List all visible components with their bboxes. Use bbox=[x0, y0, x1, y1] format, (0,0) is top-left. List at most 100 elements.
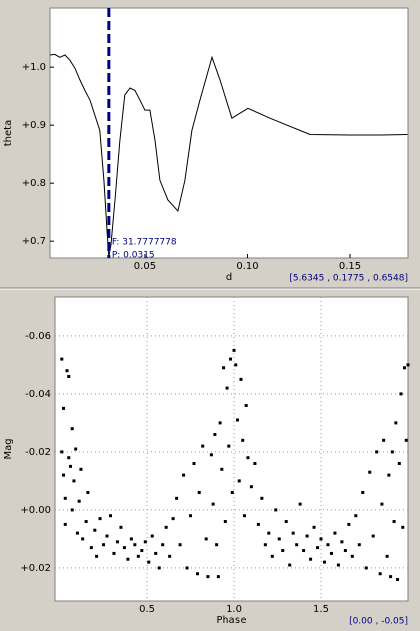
point bbox=[147, 560, 151, 564]
point bbox=[364, 566, 368, 570]
y-axis-label: Mag bbox=[3, 438, 14, 459]
annotation: F: 31.7777778 bbox=[112, 238, 177, 248]
point bbox=[154, 551, 158, 555]
point bbox=[75, 531, 79, 535]
point bbox=[236, 418, 240, 422]
point bbox=[298, 502, 302, 506]
point bbox=[322, 560, 326, 564]
point bbox=[309, 557, 313, 561]
point bbox=[281, 549, 285, 553]
point bbox=[404, 438, 408, 442]
y-tick-label: -0.02 bbox=[25, 447, 51, 458]
y-tick-label: +0.9 bbox=[22, 120, 46, 131]
y-tick-label: -0.06 bbox=[25, 331, 51, 342]
status: [5.6345 , 0.1775 , 0.6548] bbox=[289, 274, 408, 284]
x-tick-label: 0.10 bbox=[236, 261, 258, 272]
point bbox=[218, 421, 222, 425]
y-tick-label: +0.00 bbox=[20, 505, 51, 516]
point bbox=[253, 462, 257, 466]
y-tick-label: +1.0 bbox=[22, 62, 46, 73]
point bbox=[129, 537, 133, 541]
point bbox=[227, 444, 231, 448]
point bbox=[115, 540, 119, 544]
point bbox=[89, 546, 93, 550]
point bbox=[72, 479, 76, 483]
point bbox=[65, 369, 69, 373]
point bbox=[403, 366, 407, 370]
point bbox=[302, 549, 306, 553]
point bbox=[375, 450, 379, 454]
point bbox=[270, 554, 274, 558]
point bbox=[197, 491, 201, 495]
point bbox=[382, 438, 386, 442]
point bbox=[239, 377, 243, 381]
point bbox=[399, 392, 403, 396]
point bbox=[263, 543, 267, 547]
point bbox=[246, 456, 250, 460]
point bbox=[140, 549, 144, 553]
point bbox=[385, 554, 389, 558]
point bbox=[394, 421, 398, 425]
point bbox=[62, 473, 66, 477]
point bbox=[378, 572, 382, 576]
point bbox=[234, 363, 238, 367]
point bbox=[157, 566, 161, 570]
point bbox=[312, 525, 316, 529]
point bbox=[392, 520, 396, 524]
x-axis-label: Phase bbox=[216, 615, 246, 626]
point bbox=[74, 447, 78, 451]
point bbox=[354, 514, 358, 518]
point bbox=[295, 543, 299, 547]
point bbox=[164, 525, 168, 529]
point bbox=[329, 551, 333, 555]
point bbox=[336, 563, 340, 567]
point bbox=[206, 575, 210, 579]
point bbox=[112, 551, 116, 555]
point bbox=[401, 525, 405, 529]
point bbox=[230, 491, 234, 495]
point bbox=[171, 517, 175, 521]
point bbox=[291, 531, 295, 535]
status: [0.00 , -0.05] bbox=[349, 617, 408, 627]
x-tick-label: 0.15 bbox=[339, 261, 361, 272]
point bbox=[68, 464, 72, 468]
point bbox=[119, 525, 123, 529]
point bbox=[70, 508, 74, 512]
y-tick-label: +0.7 bbox=[22, 236, 46, 247]
point bbox=[277, 537, 281, 541]
point bbox=[380, 502, 384, 506]
point bbox=[86, 491, 90, 495]
point bbox=[225, 386, 229, 390]
point bbox=[215, 543, 219, 547]
point bbox=[232, 348, 236, 352]
x-tick-label: 0.5 bbox=[139, 604, 155, 615]
point bbox=[368, 470, 372, 474]
point bbox=[133, 543, 137, 547]
point bbox=[237, 479, 241, 483]
x-tick-label: 1.5 bbox=[313, 604, 329, 615]
point bbox=[182, 473, 186, 477]
point bbox=[361, 491, 365, 495]
point bbox=[84, 520, 88, 524]
theta-line bbox=[49, 53, 408, 257]
point bbox=[79, 467, 83, 471]
point bbox=[178, 543, 182, 547]
point bbox=[126, 557, 130, 561]
y-tick-label: -0.04 bbox=[25, 389, 51, 400]
y-tick-label: +0.02 bbox=[20, 563, 51, 574]
point bbox=[98, 517, 102, 521]
point bbox=[340, 540, 344, 544]
point bbox=[81, 537, 85, 541]
point bbox=[397, 462, 401, 466]
point bbox=[211, 502, 215, 506]
point bbox=[350, 554, 354, 558]
point bbox=[274, 508, 278, 512]
point bbox=[319, 537, 323, 541]
point bbox=[387, 473, 391, 477]
point bbox=[284, 520, 288, 524]
point bbox=[62, 406, 66, 410]
annotation: P: 0.0315 bbox=[112, 251, 155, 261]
point bbox=[175, 496, 179, 500]
point bbox=[136, 554, 140, 558]
point bbox=[249, 485, 253, 489]
